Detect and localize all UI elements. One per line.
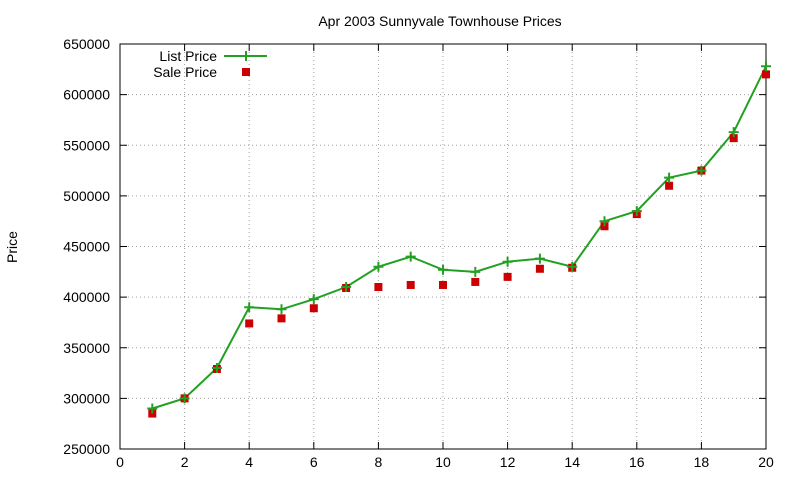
list-price-point: [341, 282, 352, 292]
list-price-point: [696, 165, 707, 176]
list-price-point: [373, 261, 384, 272]
sale-price-point: [503, 272, 512, 281]
list-price-point: [631, 206, 642, 217]
plot-frame: [119, 43, 767, 450]
series-line-list-price: [152, 65, 767, 410]
x-tick-label: 14: [564, 454, 580, 470]
sale-price-point: [439, 280, 447, 289]
x-tick-label: 6: [310, 454, 318, 470]
list-price-point: [534, 253, 545, 264]
list-price-point: [728, 127, 739, 138]
list-price-point: [567, 261, 578, 272]
sale-price-point: [600, 222, 609, 231]
list-price-point: [276, 304, 287, 315]
sale-price-point: [245, 319, 254, 328]
sale-price-point: [148, 409, 157, 418]
y-tick-label: 600000: [63, 87, 110, 103]
list-price-point: [761, 61, 771, 72]
chart-title: Apr 2003 Sunnyvale Townhouse Prices: [318, 13, 561, 29]
legend: List Price Sale Price: [153, 48, 267, 80]
legend-label-sale-price: Sale Price: [153, 64, 217, 80]
axis-ticks: 0 2 4 6 8 10 12 14 16 18 20 250000 300000 350000 40000…: [63, 36, 774, 470]
legend-marker-sale-price: [242, 68, 250, 76]
x-tick-label: 20: [758, 454, 774, 470]
x-tick-label: 12: [500, 454, 516, 470]
x-tick-label: 0: [116, 454, 124, 470]
y-tick-label: 650000: [63, 36, 110, 52]
sale-price-point: [406, 280, 415, 289]
list-price-point: [470, 266, 481, 277]
y-tick-label: 550000: [63, 137, 110, 153]
x-tick-label: 10: [435, 454, 451, 470]
sale-price-point: [471, 277, 480, 286]
y-tick-label: 250000: [63, 441, 110, 457]
legend-label-list-price: List Price: [159, 48, 217, 64]
grid-lines: [120, 44, 766, 449]
x-tick-label: 16: [629, 454, 645, 470]
series-layer: [147, 61, 771, 418]
x-tick-label: 2: [181, 454, 189, 470]
y-tick-label: 350000: [63, 340, 110, 356]
sale-price-point: [309, 304, 318, 313]
y-tick-label: 500000: [63, 188, 110, 204]
list-price-point: [211, 363, 222, 373]
sale-price-point: [665, 181, 674, 190]
sale-price-point: [374, 283, 383, 291]
list-price-point: [438, 264, 448, 275]
y-tick-label: 450000: [63, 239, 110, 255]
list-price-point: [405, 251, 416, 262]
x-tick-label: 18: [694, 454, 710, 470]
y-axis-label: Price: [4, 231, 20, 263]
sale-price-point: [535, 264, 544, 273]
list-price-point: [179, 393, 190, 404]
list-price-point: [244, 302, 255, 313]
list-price-point: [308, 294, 319, 305]
y-tick-label: 400000: [63, 289, 110, 305]
sale-price-point: [729, 134, 738, 143]
list-price-point: [664, 172, 675, 183]
sale-price-point: [762, 70, 770, 79]
x-tick-label: 8: [375, 454, 383, 470]
sale-price-point: [277, 314, 286, 323]
x-tick-label: 4: [245, 454, 253, 470]
list-price-point: [502, 256, 513, 267]
legend-marker-list-price: [241, 51, 251, 61]
y-tick-label: 300000: [63, 390, 110, 406]
list-price-point: [147, 403, 158, 414]
list-price-point: [599, 216, 610, 227]
